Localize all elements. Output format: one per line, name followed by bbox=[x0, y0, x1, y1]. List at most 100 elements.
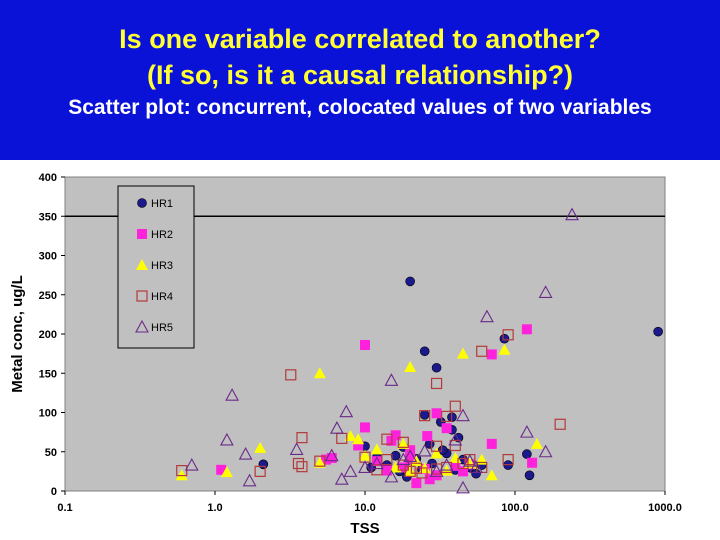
data-point-hr5 bbox=[324, 448, 339, 462]
data-point-hr3 bbox=[313, 456, 326, 468]
y-tick-label: 400 bbox=[39, 172, 57, 184]
y-tick-label: 150 bbox=[39, 368, 57, 380]
slide-title-line-2: (If so, is it a causal relationship?) bbox=[146, 60, 574, 90]
data-point-hr4 bbox=[554, 418, 566, 430]
data-point-hr4 bbox=[457, 457, 469, 470]
data-point-hr5 bbox=[439, 457, 454, 471]
data-point-hr5 bbox=[369, 456, 384, 470]
x-tick-label: 1.0 bbox=[207, 502, 222, 514]
data-point-hr3 bbox=[254, 441, 267, 453]
data-point-hr2 bbox=[424, 474, 435, 485]
data-point-hr4 bbox=[419, 410, 431, 422]
data-point-hr4 bbox=[430, 440, 443, 452]
data-point-hr2 bbox=[360, 422, 370, 433]
data-point-hr5 bbox=[480, 309, 494, 323]
legend-label-hr4: HR4 bbox=[151, 291, 173, 303]
data-point-hr5 bbox=[519, 424, 534, 438]
data-point-hr1 bbox=[419, 346, 430, 357]
data-point-hr1 bbox=[390, 450, 401, 461]
data-point-hr5 bbox=[538, 285, 553, 298]
data-point-hr4 bbox=[296, 461, 308, 473]
data-point-hr3 bbox=[370, 443, 383, 455]
data-point-hr3 bbox=[313, 367, 326, 379]
data-point-hr3 bbox=[397, 437, 410, 449]
data-point-hr5 bbox=[565, 207, 579, 221]
scatter-chart: 0.1 1.0 10.0 100.0 1000.0 0 50 100 150 200 250 300… bbox=[9, 172, 682, 537]
data-point-hr1 bbox=[419, 410, 430, 420]
data-point-hr5 bbox=[289, 442, 304, 455]
data-point-hr2 bbox=[360, 339, 370, 350]
data-point-hr2 bbox=[486, 349, 497, 360]
legend-marker-hr5 bbox=[135, 319, 149, 333]
data-point-hr4 bbox=[371, 464, 383, 476]
data-point-hr3 bbox=[430, 447, 443, 459]
data-point-hr5 bbox=[429, 464, 444, 477]
data-point-hr4 bbox=[254, 465, 266, 477]
data-point-hr5 bbox=[238, 446, 253, 460]
y-axis-title: Metal conc, ug/L bbox=[9, 275, 26, 393]
legend-label-hr5: HR5 bbox=[151, 322, 173, 334]
data-point-hr4 bbox=[285, 369, 297, 381]
data-point-hr3 bbox=[175, 469, 188, 481]
data-point-hr1 bbox=[471, 468, 481, 479]
data-point-hr5 bbox=[343, 464, 358, 477]
data-point-hr4 bbox=[381, 433, 393, 445]
data-point-hr5 bbox=[456, 408, 470, 422]
data-point-hr2 bbox=[521, 324, 532, 335]
y-tick-label: 50 bbox=[45, 447, 57, 459]
legend-marker-hr1 bbox=[137, 198, 147, 208]
data-point-hr5 bbox=[339, 404, 354, 418]
data-point-hr1 bbox=[522, 449, 532, 459]
data-point-hr2 bbox=[527, 457, 538, 468]
data-point-hr3 bbox=[352, 433, 365, 445]
data-point-hr3 bbox=[530, 437, 543, 449]
data-point-hr2 bbox=[398, 462, 409, 473]
data-point-hr1 bbox=[499, 333, 510, 344]
legend-marker-hr4 bbox=[136, 290, 148, 302]
data-point-hr5 bbox=[448, 432, 463, 446]
data-point-hr4 bbox=[441, 410, 453, 423]
data-point-hr2 bbox=[441, 423, 452, 434]
data-point-hr2 bbox=[431, 470, 442, 481]
y-tick-label: 200 bbox=[39, 329, 57, 341]
data-point-hr5 bbox=[242, 473, 257, 487]
x-tick-label: 100.0 bbox=[501, 502, 529, 514]
data-point-hr2 bbox=[405, 454, 416, 465]
data-point-hr5 bbox=[469, 460, 483, 474]
data-point-hr1 bbox=[653, 326, 663, 337]
data-point-hr4 bbox=[449, 400, 461, 412]
data-point-hr2 bbox=[450, 460, 461, 471]
legend-label-hr3: HR3 bbox=[151, 260, 173, 272]
data-point-hr5 bbox=[417, 443, 432, 457]
data-point-hr5 bbox=[456, 480, 470, 494]
data-point-hr3 bbox=[220, 466, 233, 478]
y-tick-label: 100 bbox=[39, 408, 57, 420]
x-tick-label: 10.0 bbox=[354, 502, 375, 514]
data-point-hr3 bbox=[456, 347, 469, 359]
data-point-hr1 bbox=[431, 362, 442, 373]
x-tick-label: 1000.0 bbox=[648, 502, 682, 514]
data-point-hr4 bbox=[416, 467, 428, 479]
data-point-hr2 bbox=[457, 466, 468, 477]
data-point-hr2 bbox=[353, 440, 364, 451]
data-point-hr5 bbox=[358, 460, 372, 474]
y-tick-label: 350 bbox=[39, 211, 57, 223]
data-point-hr2 bbox=[486, 438, 497, 449]
title-banner bbox=[0, 0, 720, 160]
data-point-hr4 bbox=[292, 457, 305, 470]
data-point-hr2 bbox=[390, 430, 401, 441]
data-point-hr1 bbox=[524, 470, 535, 481]
y-tick-label: 250 bbox=[39, 290, 57, 302]
y-tick-label: 0 bbox=[51, 486, 57, 498]
slide-title-line-1: Is one variable correlated to another? bbox=[119, 24, 601, 54]
legend-label-hr1: HR1 bbox=[151, 198, 173, 210]
data-point-hr2 bbox=[411, 478, 422, 489]
y-tick-label: 300 bbox=[39, 251, 57, 263]
data-point-hr3 bbox=[344, 430, 357, 442]
data-point-hr1 bbox=[437, 445, 448, 455]
data-point-hr2 bbox=[326, 453, 337, 464]
data-point-hr2 bbox=[371, 456, 382, 467]
x-axis-title: TSS bbox=[350, 520, 379, 537]
data-point-hr3 bbox=[475, 453, 488, 465]
x-tick-label: 0.1 bbox=[57, 502, 72, 514]
